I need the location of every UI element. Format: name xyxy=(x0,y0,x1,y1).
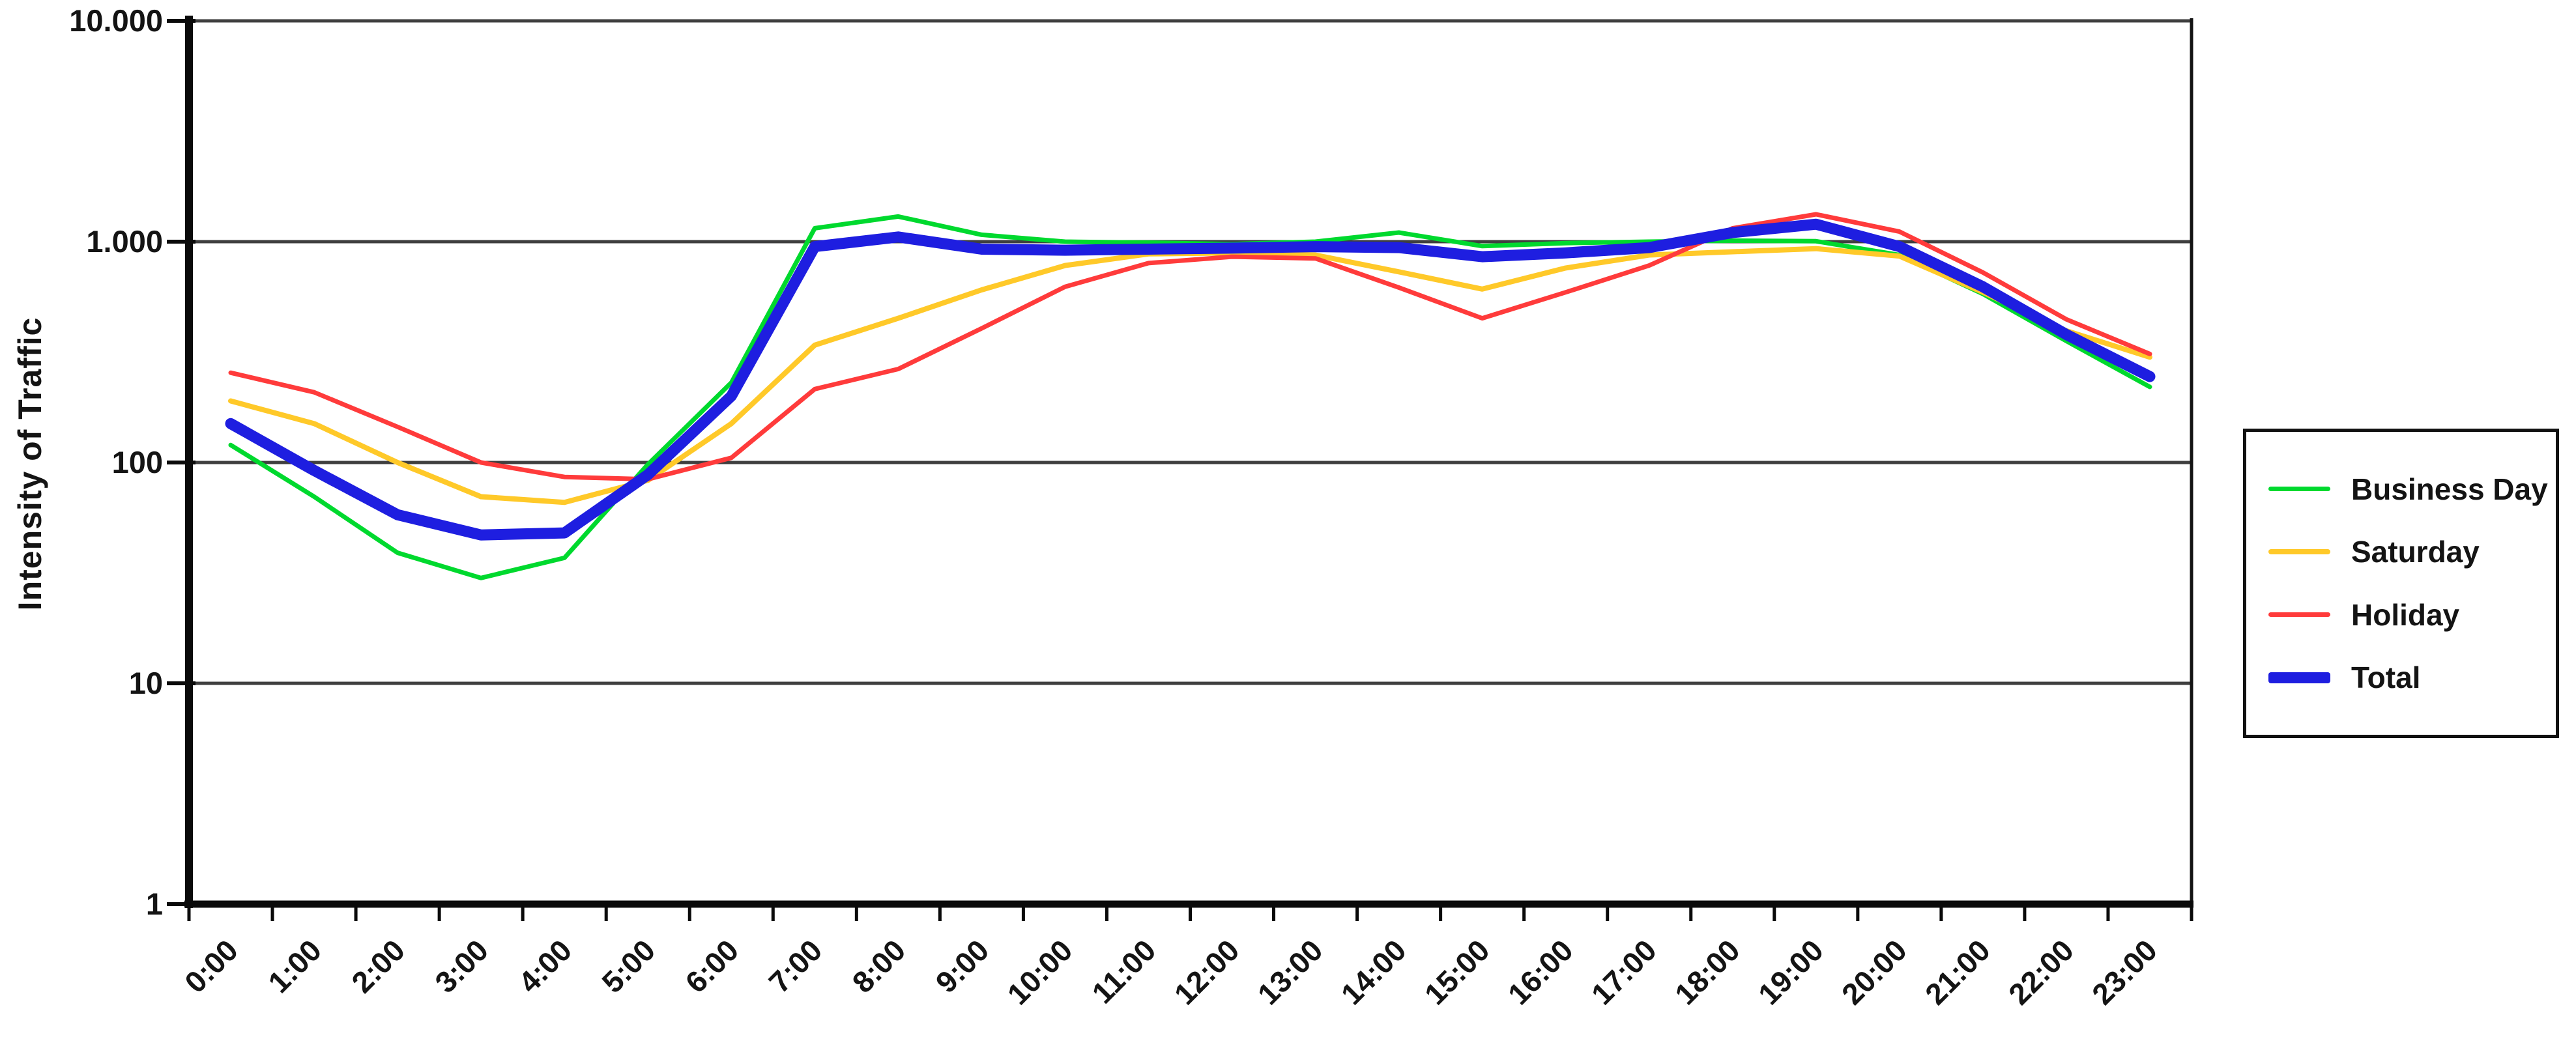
y-tick-label: 10.000 xyxy=(69,3,163,38)
y-tick-label: 1 xyxy=(146,887,163,921)
x-tick-label: 15:00 xyxy=(1418,933,1496,1011)
legend: Business Day Saturday Holiday Total xyxy=(2243,429,2559,738)
x-tick-label: 14:00 xyxy=(1335,933,1413,1011)
legend-line-sample xyxy=(2268,487,2330,492)
x-tick-label: 0:00 xyxy=(178,933,244,999)
x-tick-label: 9:00 xyxy=(929,933,996,999)
series-line-holiday xyxy=(228,212,2152,482)
series-line-business-day xyxy=(228,214,2152,580)
y-tick-label: 100 xyxy=(112,445,163,479)
x-tick-label: 16:00 xyxy=(1501,933,1580,1011)
x-tick-label: 13:00 xyxy=(1251,933,1329,1011)
legend-line-sample xyxy=(2268,672,2330,683)
x-tick-label: 11:00 xyxy=(1085,933,1162,1010)
x-tick-label: 8:00 xyxy=(846,933,912,999)
legend-item-total: Total xyxy=(2268,660,2556,695)
series-line-total xyxy=(225,218,2156,541)
x-tick-label: 23:00 xyxy=(2085,933,2164,1011)
legend-label: Saturday xyxy=(2351,535,2480,569)
y-tick-label: 10 xyxy=(129,666,163,700)
legend-label: Total xyxy=(2351,661,2421,695)
x-tick-label: 22:00 xyxy=(2002,933,2080,1011)
x-tick-label: 5:00 xyxy=(595,933,661,999)
legend-line-sample xyxy=(2268,549,2330,555)
x-tick-label: 6:00 xyxy=(678,933,745,999)
legend-line-sample xyxy=(2268,612,2330,618)
y-tick-label: 1.000 xyxy=(86,224,163,259)
gridlines xyxy=(189,19,2192,685)
y-axis-title: Intensity of Traffic xyxy=(12,317,48,611)
x-tick-label: 3:00 xyxy=(428,933,495,999)
x-tick-label: 2:00 xyxy=(345,933,411,999)
x-tick-label: 10:00 xyxy=(1001,933,1079,1011)
x-axis-labels: 0:00 1:00 2:00 3:00 4:00 5:00 6:00 7:00 8:00 9:00… xyxy=(178,933,2164,1011)
legend-item-saturday: Saturday xyxy=(2268,534,2556,569)
x-tick-label: 21:00 xyxy=(1918,933,1997,1011)
x-tick-label: 19:00 xyxy=(1752,933,1830,1011)
legend-label: Business Day xyxy=(2351,472,2548,506)
legend-item-business-day: Business Day xyxy=(2268,472,2556,507)
x-tick-label: 1:00 xyxy=(261,933,328,999)
x-tick-label: 12:00 xyxy=(1168,933,1246,1011)
x-tick-label: 18:00 xyxy=(1668,933,1746,1011)
x-tick-label: 20:00 xyxy=(1835,933,1913,1011)
legend-item-holiday: Holiday xyxy=(2268,597,2556,633)
x-tick-label: 17:00 xyxy=(1585,933,1663,1011)
y-axis-ticks: 1 10 100 1.000 10.000 xyxy=(69,3,195,921)
legend-label: Holiday xyxy=(2351,597,2460,632)
series-line-saturday xyxy=(228,246,2152,505)
x-tick-label: 7:00 xyxy=(762,933,829,999)
x-tick-label: 4:00 xyxy=(512,933,578,999)
